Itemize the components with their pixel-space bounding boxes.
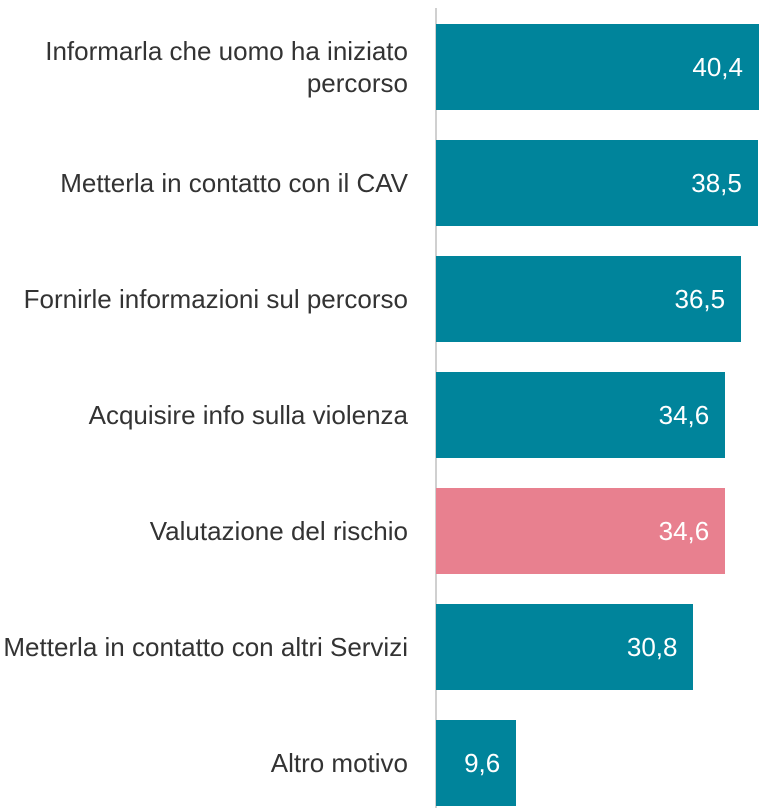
category-label: Valutazione del rischio [149, 516, 408, 546]
category-label: Acquisire info sulla violenza [88, 400, 408, 430]
value-label: 30,8 [626, 632, 678, 662]
value-label: 36,5 [674, 284, 726, 314]
value-label: 38,5 [691, 168, 742, 198]
value-label: 40,4 [692, 52, 743, 82]
category-label: Altro motivo [270, 748, 408, 778]
bar [436, 488, 726, 574]
bar [436, 140, 758, 226]
bar [436, 24, 759, 110]
value-label: 34,6 [658, 400, 710, 430]
category-label: Metterla in contatto con altri Servizi [3, 632, 408, 662]
category-label: Fornirle informazioni sul percorso [23, 284, 408, 314]
value-label: 34,6 [658, 516, 710, 546]
value-label: 9,6 [464, 748, 501, 778]
bar [436, 720, 517, 806]
bar [436, 604, 694, 690]
bar [436, 256, 742, 342]
category-label: Metterla in contatto con il CAV [60, 168, 408, 198]
category-label: Informarla che uomo ha iniziato percorso [45, 36, 408, 98]
bar [436, 372, 726, 458]
